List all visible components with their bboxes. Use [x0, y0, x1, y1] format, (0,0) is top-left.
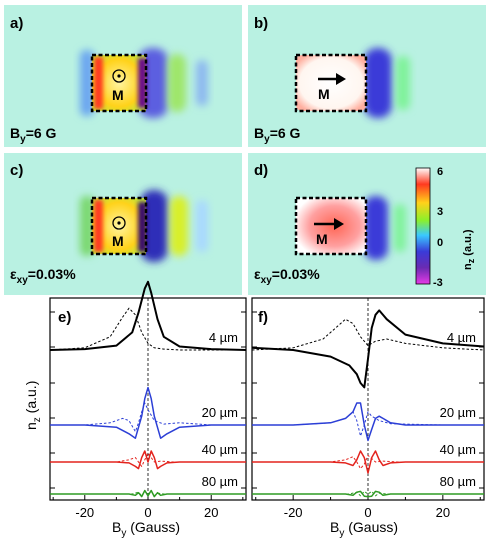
plot-panel-f: f) By (Gauss) -20 0 20 4 µm 20 µm 40 µm 80 µm [251, 297, 485, 539]
x-tick-label: -20 [75, 505, 94, 520]
x-tick-label: 20 [204, 505, 218, 520]
panel-label-c: c) [10, 162, 23, 179]
series-label: 40 µm [440, 442, 476, 457]
series-dashed-line [50, 402, 246, 433]
series-dashed-line [252, 411, 484, 437]
series-line [252, 450, 484, 474]
field-label-c: εxy=0.03% [10, 266, 76, 286]
arrow-head-icon [334, 218, 344, 230]
colorbar-tick: -3 [433, 277, 443, 289]
series-label: 20 µm [202, 405, 238, 420]
magnet-label: M [112, 87, 124, 103]
series-line [49, 280, 247, 351]
colorbar-tick: 3 [437, 206, 443, 218]
field-label-a: By=6 G [10, 125, 57, 145]
out-of-plane-dot-icon [117, 74, 121, 78]
series-label: 80 µm [202, 474, 238, 489]
magnet-outline [294, 196, 368, 256]
panel-label-a: a) [10, 15, 23, 32]
map-panel-c: M c) εxy=0.03% [4, 153, 242, 295]
panel-label-d: d) [254, 162, 268, 179]
map-panel-b: M b) By=6 G [248, 5, 486, 147]
magnet-label: M [318, 86, 330, 102]
panel-label-e: e) [58, 309, 71, 326]
series-dashed-line [50, 490, 246, 497]
magnet [296, 198, 366, 254]
panel-label-b: b) [254, 15, 268, 32]
x-tick-label: 0 [364, 505, 371, 520]
field-label-d: εxy=0.03% [254, 266, 320, 286]
arrow-head-icon [336, 73, 346, 85]
colorbar-tick: 6 [437, 166, 443, 178]
out-of-plane-dot-icon [117, 221, 121, 225]
field-label-b: By=6 G [254, 125, 301, 145]
panel-label-f: f) [258, 309, 268, 326]
colorbar: 6 3 0 -3 nz (a.u.) [415, 166, 476, 289]
out-of-plane-symbol-icon [112, 216, 126, 230]
out-of-plane-symbol-icon [112, 69, 126, 83]
series-label: 80 µm [440, 474, 476, 489]
x-tick-label: 0 [144, 505, 151, 520]
x-axis-label: By (Gauss) [112, 519, 180, 539]
series-line [251, 309, 485, 389]
y-axis-label: nz (a.u.) [23, 381, 43, 430]
wake-pattern [364, 196, 406, 260]
series-label: 4 µm [447, 330, 476, 345]
x-tick-label: -20 [284, 505, 303, 520]
series-line [252, 490, 484, 498]
magnet-label: M [112, 233, 124, 249]
colorbar-gradient [415, 167, 431, 285]
x-tick-label: 20 [436, 505, 450, 520]
plot-panel-e: e) nz (a.u.) By (Gauss) -20 0 20 4 µm 20 µm 4… [23, 280, 247, 539]
magnet [296, 55, 366, 111]
series-dashed-line [50, 452, 246, 467]
series-dashed-line [251, 318, 485, 351]
series-label: 40 µm [202, 442, 238, 457]
series-line [50, 450, 246, 470]
magnet-outline [90, 53, 148, 113]
series-label: 20 µm [440, 405, 476, 420]
map-panel-d: M d) εxy=0.03% 6 3 0 -3 nz (a.u.) [248, 153, 486, 295]
colorbar-label: nz (a.u.) [462, 229, 476, 270]
x-axis-label: By (Gauss) [330, 519, 398, 539]
magnet-label: M [316, 231, 328, 247]
series-dashed-line [252, 454, 484, 470]
series-label: 4 µm [209, 330, 238, 345]
magnet-outline [294, 53, 368, 113]
colorbar-tick: 0 [437, 237, 443, 249]
wake-pattern [364, 48, 410, 118]
magnet-outline [90, 196, 148, 256]
map-panel-a: M a) By=6 G [4, 5, 242, 147]
series-line [50, 489, 246, 498]
series-line [50, 386, 246, 439]
